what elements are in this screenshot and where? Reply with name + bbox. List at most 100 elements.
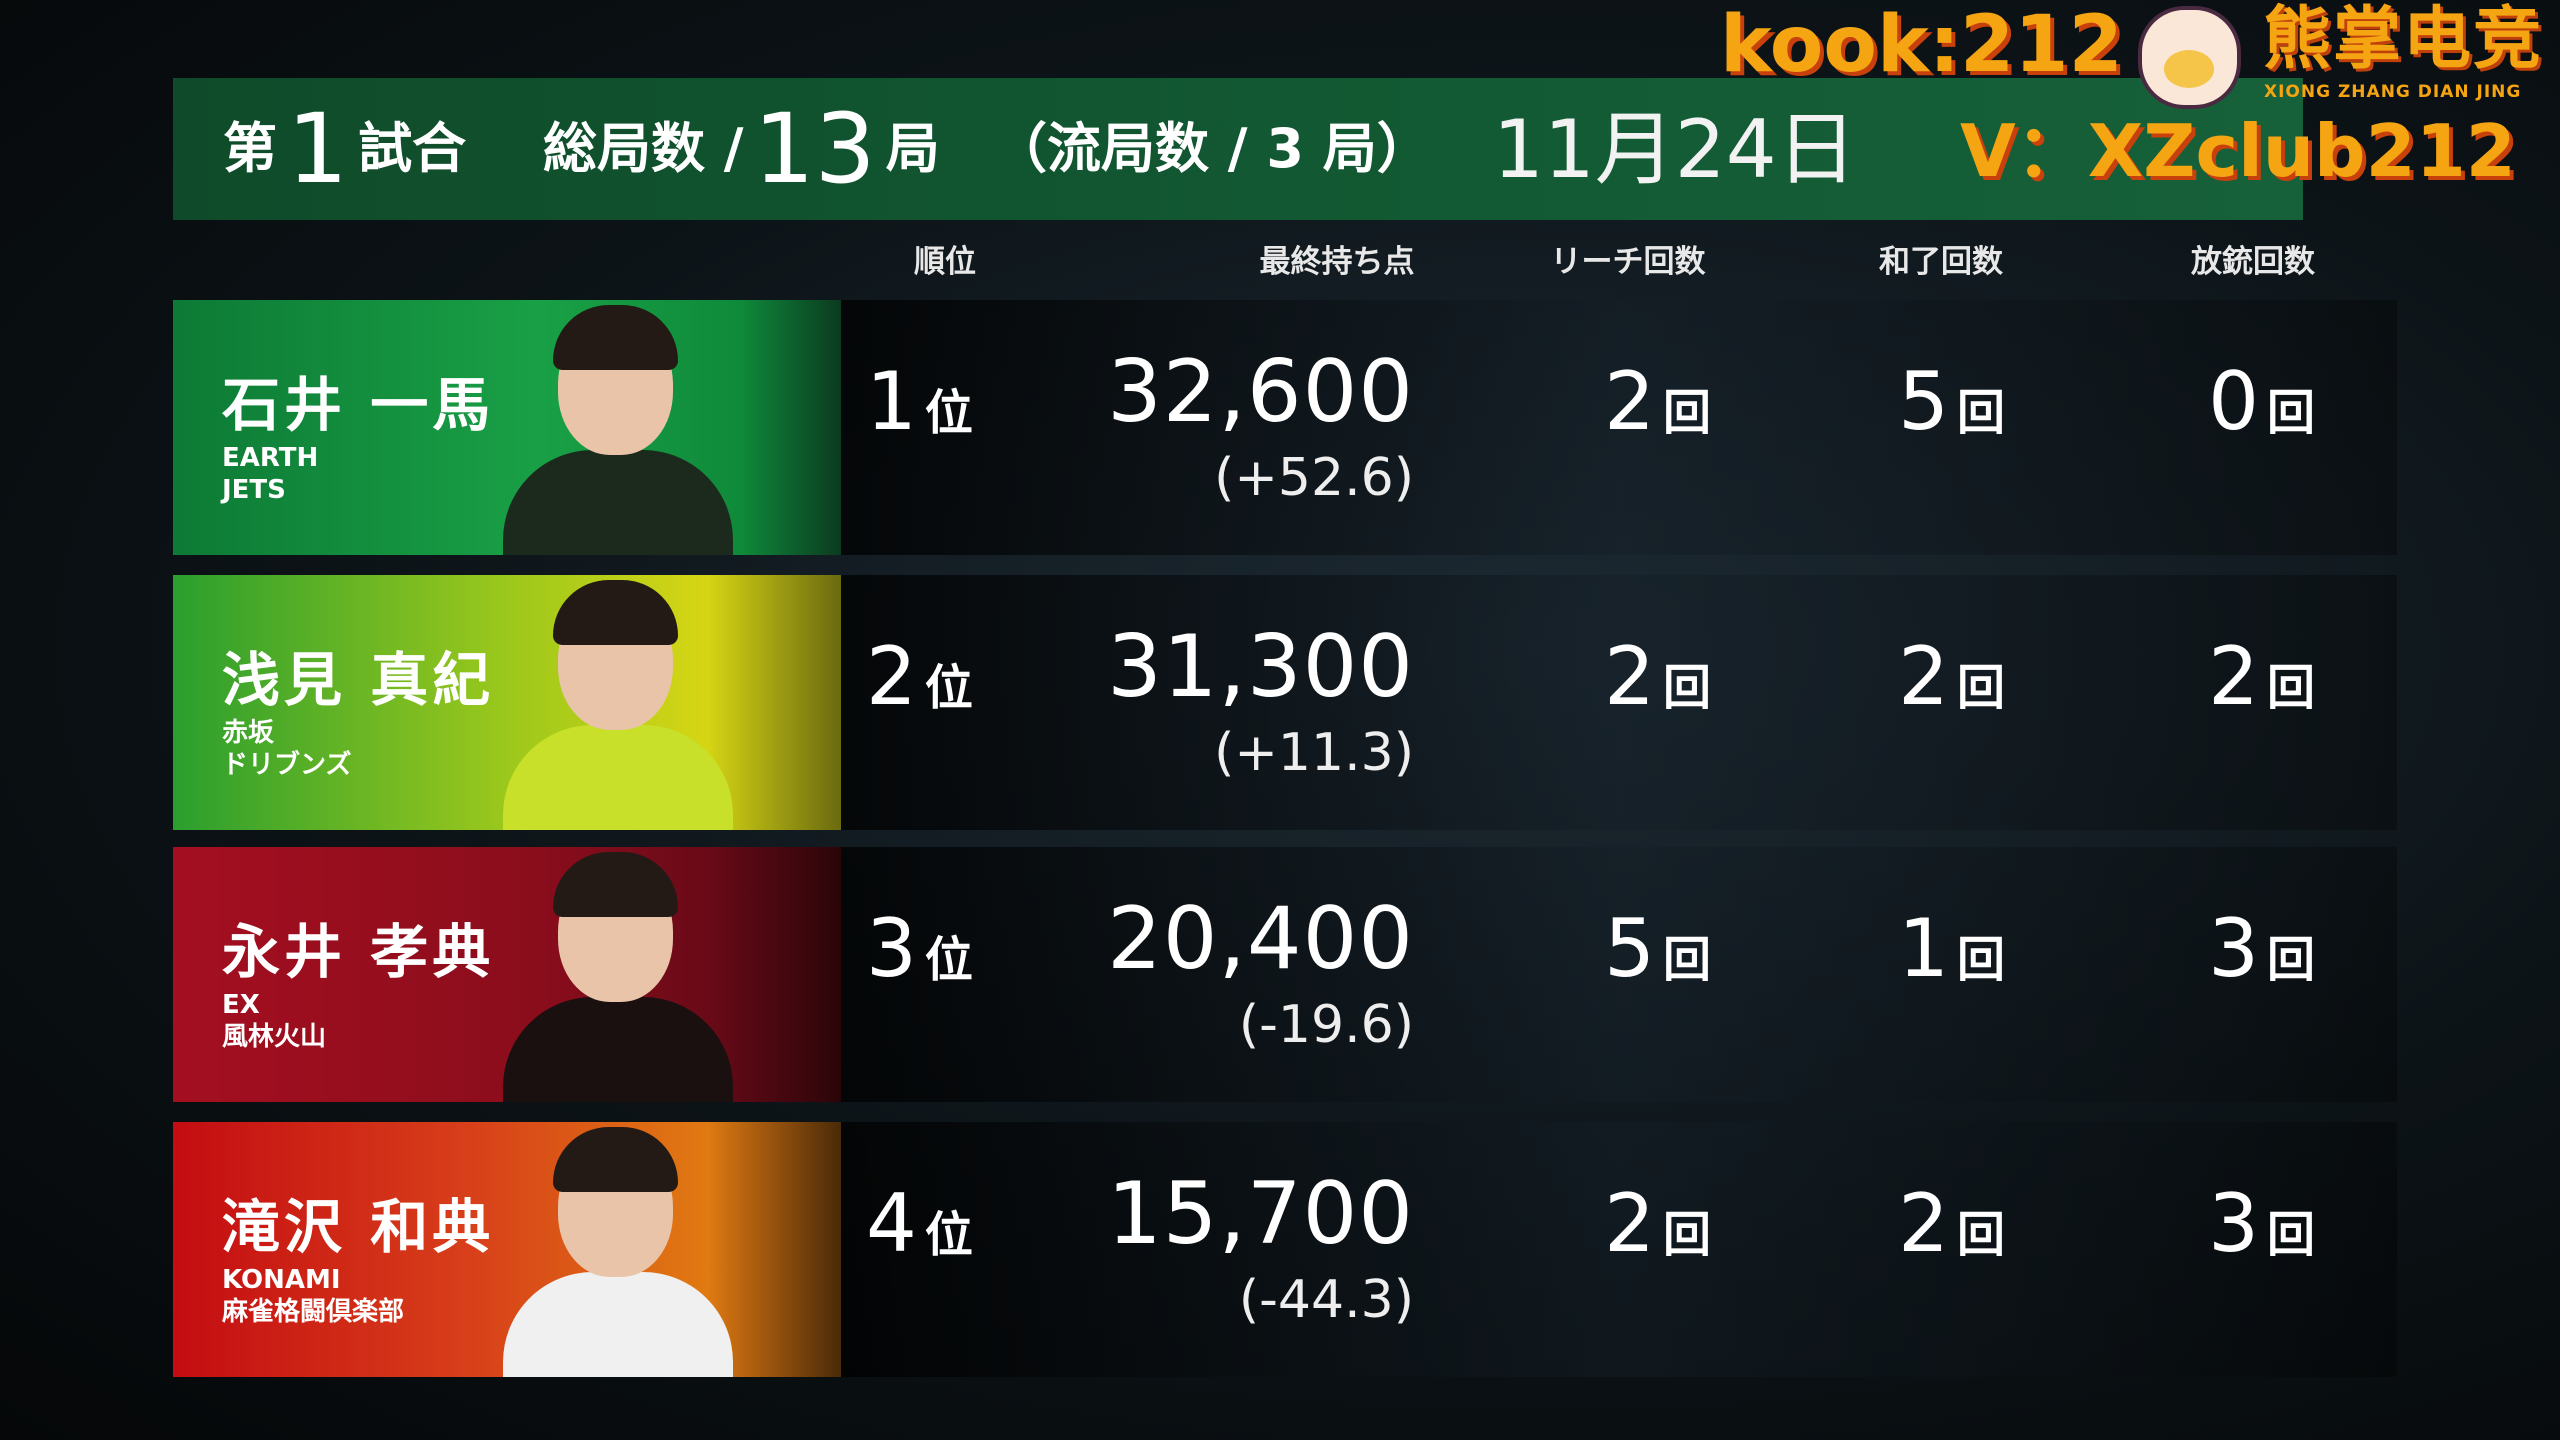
team-line-1: EARTH	[222, 443, 319, 473]
riichi-count-value: 5	[1604, 902, 1655, 995]
rank-unit: 位	[924, 932, 973, 988]
match-header: 第 1 試合 総局数 / 13 局 （流局数 / 3 局） 11月24日	[173, 78, 2303, 220]
rank-unit: 位	[924, 660, 973, 716]
player-photo	[503, 580, 733, 830]
count-unit: 回	[2266, 385, 2315, 441]
round-count: 総局数 / 13 局	[543, 78, 940, 220]
score-diff: (+52.6)	[1214, 448, 1414, 508]
rank-value: 1	[866, 355, 917, 448]
team-line-2: 麻雀格闘倶楽部	[222, 1297, 405, 1327]
count-unit: 回	[1662, 660, 1711, 716]
player-name: 浅見 真紀	[222, 646, 495, 714]
team-line-1: KONAMI	[222, 1265, 341, 1295]
count-unit: 回	[2266, 660, 2315, 716]
col-final-points: 最終持ち点	[1259, 244, 1415, 280]
count-unit: 回	[1662, 1207, 1711, 1263]
count-unit: 回	[1662, 932, 1711, 988]
win-count-value: 1	[1898, 902, 1949, 995]
player-row	[841, 847, 2397, 1102]
watermark-brand: 熊掌电竞	[2263, 0, 2544, 79]
rank-value: 2	[866, 630, 917, 723]
team-line-2: JETS	[222, 475, 286, 505]
player-row	[841, 1122, 2397, 1377]
final-score: 32,600	[1107, 342, 1414, 442]
final-score: 20,400	[1107, 889, 1414, 989]
player-photo	[503, 1127, 733, 1377]
rank-unit: 位	[924, 1207, 973, 1263]
dealin-count-value: 2	[2208, 630, 2259, 723]
riichi-count-value: 2	[1604, 630, 1655, 723]
player-rank: 3 位	[866, 902, 996, 995]
count-unit: 回	[2266, 932, 2315, 988]
match-number: 1	[287, 93, 349, 205]
total-rounds-value: 13	[753, 93, 876, 205]
win-count-value: 2	[1898, 630, 1949, 723]
player-rank: 2 位	[866, 630, 996, 723]
player-name: 永井 孝典	[222, 918, 495, 986]
match-prefix: 第	[223, 117, 277, 180]
match-date: 11月24日	[1493, 103, 1857, 196]
col-rank: 順位	[914, 244, 976, 280]
score-diff: (-44.3)	[1238, 1270, 1414, 1330]
win-count-value: 5	[1898, 355, 1949, 448]
rank-unit: 位	[924, 385, 973, 441]
player-card: 浅見 真紀 赤坂 ドリブンズ	[173, 575, 841, 830]
watermark-pinyin: XIONG ZHANG DIAN JING	[2264, 82, 2522, 102]
col-riichi: リーチ回数	[1550, 244, 1706, 280]
player-rank: 4 位	[866, 1177, 996, 1270]
col-dealin: 放銃回数	[2191, 244, 2315, 280]
match-label: 試合	[358, 117, 467, 180]
final-score: 31,300	[1107, 617, 1414, 717]
player-row	[841, 575, 2397, 830]
riichi-count-value: 2	[1604, 1177, 1655, 1270]
total-rounds-label: 総局数 /	[543, 117, 744, 180]
match-title: 第 1 試合	[223, 78, 466, 220]
player-row	[841, 300, 2397, 555]
player-card: 石井 一馬 EARTH JETS	[173, 300, 841, 555]
rank-value: 3	[866, 902, 917, 995]
watermark-wechat: V：XZclub212	[1960, 109, 2516, 193]
player-team: EX 風林火山	[222, 989, 326, 1053]
player-name: 滝沢 和典	[222, 1193, 495, 1261]
count-unit: 回	[1956, 1207, 2005, 1263]
team-line-2: ドリブンズ	[222, 750, 352, 780]
count-unit: 回	[1956, 385, 2005, 441]
player-card: 滝沢 和典 KONAMI 麻雀格闘倶楽部	[173, 1122, 841, 1377]
win-count-value: 2	[1898, 1177, 1949, 1270]
score-diff: (-19.6)	[1238, 995, 1414, 1055]
count-unit: 回	[1956, 932, 2005, 988]
paw-logo-icon	[2138, 6, 2241, 109]
rank-value: 4	[866, 1177, 917, 1270]
player-photo	[503, 852, 733, 1102]
team-line-2: 風林火山	[222, 1022, 327, 1052]
count-unit: 回	[2266, 1207, 2315, 1263]
team-line-1: EX	[222, 990, 260, 1020]
team-line-1: 赤坂	[222, 718, 275, 748]
riichi-count-value: 2	[1604, 355, 1655, 448]
total-rounds-unit: 局	[885, 117, 940, 180]
draw-count: （流局数 / 3 局）	[993, 117, 1431, 180]
player-rank: 1 位	[866, 355, 996, 448]
count-unit: 回	[1662, 385, 1711, 441]
player-card: 永井 孝典 EX 風林火山	[173, 847, 841, 1102]
player-photo	[503, 305, 733, 555]
dealin-count-value: 0	[2208, 355, 2259, 448]
player-team: EARTH JETS	[222, 442, 318, 506]
col-win: 和了回数	[1879, 244, 2003, 280]
final-score: 15,700	[1107, 1164, 1414, 1264]
dealin-count-value: 3	[2208, 902, 2259, 995]
dealin-count-value: 3	[2208, 1177, 2259, 1270]
watermark-kook: kook:212	[1720, 0, 2123, 90]
count-unit: 回	[1956, 660, 2005, 716]
